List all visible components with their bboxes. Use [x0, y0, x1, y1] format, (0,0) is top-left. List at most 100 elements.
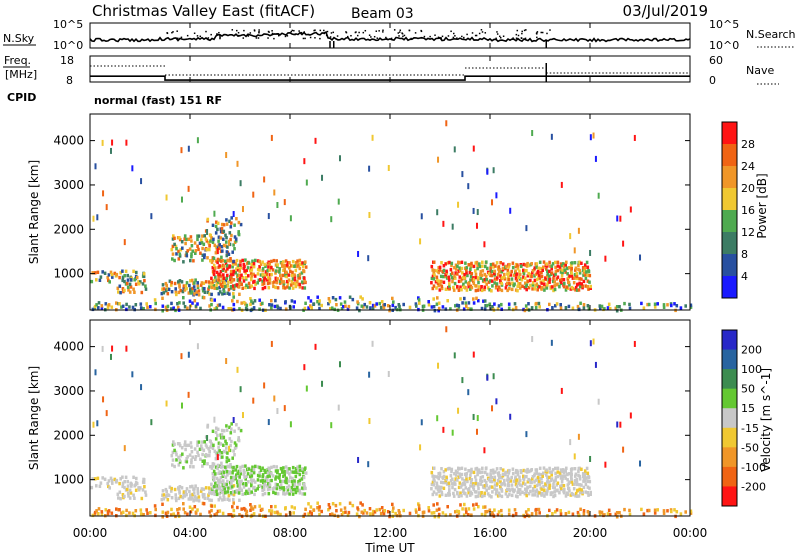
heat-cell: [456, 284, 459, 289]
noise-search-dot: [370, 36, 372, 38]
heat-cell: [333, 307, 337, 312]
heat-cell: [223, 291, 226, 296]
heat-cell: [494, 470, 497, 474]
heat-cell: [379, 305, 383, 310]
heat-cell: [265, 278, 269, 282]
heat-cell: [578, 477, 582, 481]
heat-cell: [527, 271, 530, 276]
heat-cell: [458, 275, 462, 279]
heat-cell: [474, 272, 478, 276]
heat-cell: [230, 422, 233, 426]
heat-cell: [548, 277, 552, 281]
heat-cell: [382, 305, 386, 310]
heat-cell: [615, 309, 619, 313]
heat-cell: [545, 286, 549, 290]
heat-cell: [491, 490, 494, 494]
heat-cell: [564, 270, 567, 274]
heat-cell: [420, 419, 423, 426]
heat-cell: [497, 270, 501, 274]
heat-cell: [106, 275, 109, 280]
heat-cell: [580, 483, 583, 487]
heat-cell: [469, 480, 473, 484]
heat-cell: [245, 268, 248, 273]
heat-cell: [252, 261, 256, 266]
heat-cell: [161, 489, 165, 493]
heat-cell: [589, 492, 592, 496]
heat-cell: [560, 486, 563, 490]
heat-cell: [459, 297, 462, 301]
heat-cell: [587, 269, 591, 274]
heat-cell: [237, 220, 241, 225]
heat-cell: [121, 278, 124, 283]
heat-cell: [298, 468, 302, 472]
heat-cell: [359, 295, 362, 299]
heat-cell: [228, 292, 231, 296]
noise-search-dot: [382, 31, 384, 33]
heat-cell: [496, 482, 499, 486]
heat-cell: [435, 492, 438, 496]
noise-search-dot: [466, 33, 468, 36]
heat-cell: [281, 479, 285, 484]
heat-cell: [270, 259, 273, 264]
heat-cell: [287, 273, 291, 277]
heat-cell: [574, 266, 578, 270]
noise-search-dot: [429, 35, 431, 38]
heat-cell: [450, 469, 453, 474]
heat-cell: [512, 273, 516, 277]
heat-cell: [201, 289, 205, 293]
heat-cell: [219, 480, 223, 484]
heat-cell: [218, 258, 221, 262]
heat-cell: [283, 267, 286, 271]
noise-search-dot: [277, 33, 280, 35]
heat-cell: [559, 512, 563, 516]
heat-cell: [221, 455, 224, 459]
heat-cell: [115, 301, 118, 305]
heat-cell: [237, 285, 241, 289]
heat-cell: [515, 272, 519, 276]
noise-right-tick-high: 10^5: [709, 18, 739, 31]
heat-cell: [317, 508, 321, 512]
heat-cell: [238, 484, 242, 488]
heat-cell: [213, 416, 216, 423]
heat-cell: [252, 397, 255, 404]
noise-search-dot: [243, 29, 245, 32]
heat-cell: [272, 464, 276, 469]
heat-cell: [314, 137, 317, 144]
heat-cell: [189, 485, 192, 489]
heat-cell: [448, 282, 451, 286]
heat-cell: [500, 476, 504, 480]
heat-cell: [531, 477, 534, 481]
noise-search-dot: [271, 30, 273, 32]
heat-cell: [170, 507, 173, 512]
heat-cell: [286, 282, 290, 286]
heat-cell: [253, 492, 256, 497]
heat-cell: [123, 480, 126, 484]
heat-cell: [465, 271, 468, 275]
heat-cell: [507, 277, 511, 282]
heat-cell: [448, 488, 451, 492]
heat-cell: [197, 499, 201, 503]
heat-cell: [118, 508, 121, 512]
heat-cell: [303, 364, 306, 371]
heat-cell: [304, 260, 307, 264]
heat-cell: [586, 273, 590, 277]
heat-cell: [478, 468, 481, 472]
heat-cell: [102, 190, 105, 197]
heat-cell: [556, 466, 560, 470]
heat-cell: [217, 292, 221, 296]
heat-cell: [586, 510, 590, 514]
heat-cell: [606, 512, 610, 516]
heat-cell: [438, 265, 442, 269]
heat-cell: [383, 303, 386, 307]
heat-cell: [483, 478, 487, 483]
heat-cell: [179, 248, 183, 252]
heat-cell: [216, 466, 219, 471]
heat-cell: [232, 307, 236, 312]
heat-cell: [558, 471, 562, 475]
heat-cell: [554, 478, 557, 482]
heat-cell: [178, 236, 181, 240]
heat-cell: [316, 300, 319, 304]
heat-cell: [170, 513, 173, 517]
heat-cell: [342, 305, 345, 309]
heat-cell: [123, 239, 126, 246]
